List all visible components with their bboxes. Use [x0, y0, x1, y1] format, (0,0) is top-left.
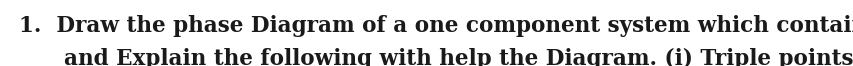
Text: 1.  Draw the phase Diagram of a one component system which contain more than one: 1. Draw the phase Diagram of a one compo… — [19, 15, 853, 36]
Text: and Explain the following with help the Diagram. (i) Triple points (iii) Univari: and Explain the following with help the … — [19, 48, 853, 66]
